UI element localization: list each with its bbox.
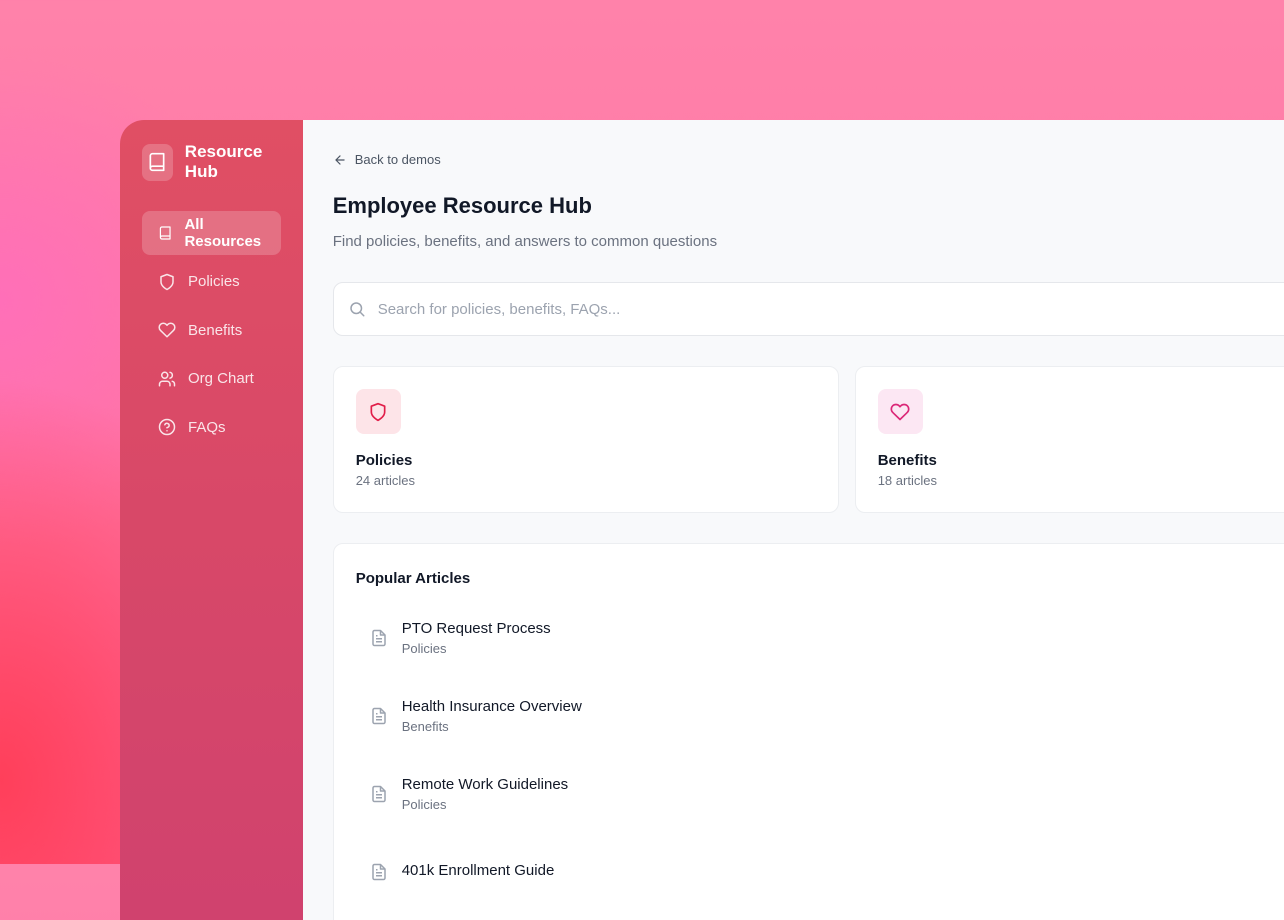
card-count: 24 articles [355, 473, 415, 488]
sidebar-item-all-resources[interactable]: All Resources [142, 211, 281, 255]
book-icon [142, 143, 173, 181]
heart-icon [877, 389, 923, 434]
article-category: Policies [401, 641, 447, 656]
shield-icon [355, 389, 401, 434]
sidebar-item-org-chart[interactable]: Org Chart [142, 357, 281, 401]
card-title: Benefits [877, 452, 937, 469]
list-item[interactable]: PTO Request Process Policies [356, 599, 1284, 677]
file-text-icon [370, 629, 388, 647]
app-window: Resource Hub All Resources Policies Bene… [120, 120, 1284, 920]
help-circle-icon [158, 418, 176, 436]
main-content: Back to demos Employee Resource Hub Find… [302, 120, 1284, 920]
book-icon [158, 224, 172, 242]
list-item[interactable]: Remote Work Guidelines Policies [356, 755, 1284, 833]
sidebar-item-label: Org Chart [188, 370, 254, 387]
arrow-left-icon [335, 154, 345, 165]
search-icon [349, 302, 365, 317]
category-card-policies[interactable]: Policies 24 articles [332, 366, 839, 513]
list-item[interactable]: Health Insurance Overview Benefits [356, 677, 1284, 755]
file-text-icon [370, 785, 388, 803]
article-title: Health Insurance Overview [401, 698, 582, 715]
sidebar-item-faqs[interactable]: FAQs [142, 405, 281, 449]
back-label: Back to demos [354, 152, 441, 167]
sidebar-item-label: Benefits [188, 321, 243, 339]
article-category: Policies [401, 797, 447, 812]
sidebar-item-label: FAQs [188, 418, 226, 436]
section-title: Popular Articles [355, 570, 471, 587]
page-subtitle: Find policies, benefits, and answers to … [332, 233, 718, 250]
list-item[interactable]: 401k Enrollment Guide [356, 833, 1284, 911]
brand: Resource Hub [142, 142, 281, 182]
back-link[interactable]: Back to demos [333, 152, 1284, 167]
sidebar-item-label: All Resources [184, 216, 262, 250]
article-category: Benefits [401, 719, 449, 734]
heart-icon [158, 321, 176, 339]
article-title: PTO Request Process [401, 620, 551, 637]
card-count: 18 articles [877, 473, 937, 488]
users-icon [158, 370, 176, 388]
page-title: Employee Resource Hub [332, 193, 592, 218]
file-text-icon [370, 863, 388, 881]
sidebar: Resource Hub All Resources Policies Bene… [120, 120, 303, 920]
search-placeholder: Search for policies, benefits, FAQs... [377, 300, 621, 318]
sidebar-item-policies[interactable]: Policies [142, 260, 281, 304]
sidebar-item-label: Policies [188, 273, 240, 290]
sidebar-item-benefits[interactable]: Benefits [142, 308, 281, 352]
card-title: Policies [355, 452, 413, 469]
article-title: 401k Enrollment Guide [401, 861, 555, 879]
article-title: Remote Work Guidelines [401, 776, 569, 793]
category-card-benefits[interactable]: Benefits 18 articles [854, 366, 1284, 513]
search-input[interactable]: Search for policies, benefits, FAQs... [332, 282, 1284, 336]
popular-articles: Popular Articles PTO Request Process Poli… [332, 543, 1284, 920]
brand-name: Resource Hub [184, 142, 263, 181]
shield-icon [158, 273, 176, 291]
file-text-icon [370, 707, 388, 725]
